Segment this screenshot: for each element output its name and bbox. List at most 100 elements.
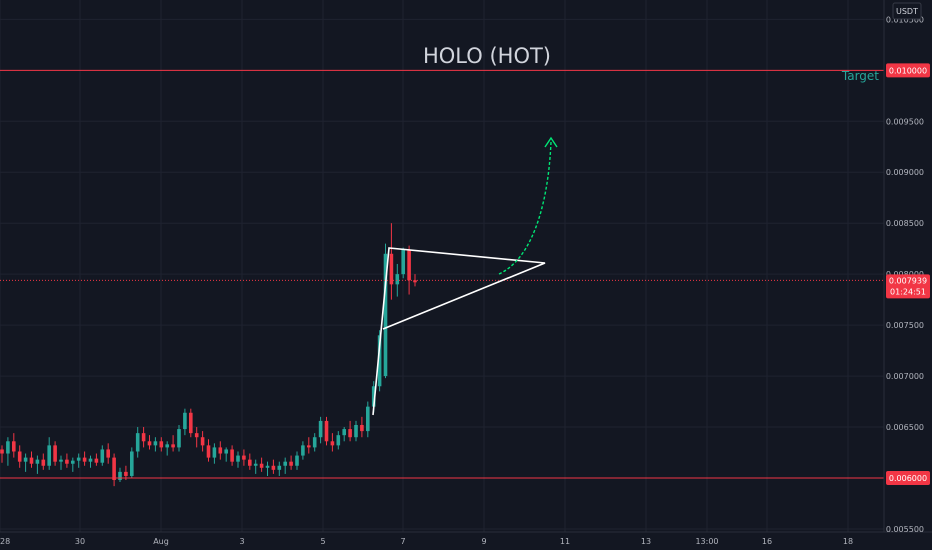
candle	[242, 449, 246, 466]
x-tick-label: 7	[400, 537, 405, 546]
x-tick-label: 16	[762, 537, 772, 546]
candle	[312, 433, 317, 452]
candle	[135, 427, 140, 458]
projection-arrow[interactable]	[498, 141, 552, 275]
candle-body	[177, 429, 181, 448]
currency-badge[interactable]	[892, 2, 922, 20]
candle-body	[395, 274, 400, 285]
candle-body	[277, 465, 282, 470]
candle	[17, 445, 22, 468]
y-tick-label: 0.006500	[886, 423, 924, 432]
candle-body	[218, 447, 223, 454]
candle	[307, 437, 311, 454]
level-badge-label: 0.006000	[889, 474, 927, 483]
y-tick-label: 0.008500	[886, 219, 924, 228]
candle	[141, 427, 146, 448]
candle	[230, 445, 234, 466]
candle	[94, 453, 99, 466]
countdown-label: 01:24:51	[890, 287, 926, 296]
candle	[342, 427, 346, 442]
candle-body	[23, 457, 28, 462]
candle-body	[17, 451, 22, 462]
candle-body	[153, 441, 158, 446]
candle-body	[259, 463, 264, 468]
candle-body	[383, 253, 388, 377]
y-tick-label: 0.005500	[886, 525, 924, 534]
candle-body	[35, 459, 40, 464]
candle-body	[342, 429, 346, 436]
candle-body	[41, 459, 46, 466]
candle-body	[336, 435, 341, 446]
candle	[401, 247, 405, 279]
candle-body	[377, 335, 382, 387]
candle	[112, 453, 116, 487]
arrow-head-icon	[544, 136, 558, 148]
time-axis[interactable]: 28 30 Aug 3 5 7 9 11 13 13:00 16 18	[0, 537, 853, 546]
candle	[153, 437, 158, 452]
candle	[259, 457, 264, 472]
candle	[183, 408, 187, 436]
y-tick-label: 0.009000	[886, 168, 924, 177]
candle	[301, 441, 305, 460]
candle	[76, 453, 81, 468]
candle	[218, 441, 223, 460]
candle	[194, 427, 199, 448]
candle-body	[88, 458, 93, 462]
chart-title: HOLO (HOT)	[423, 44, 551, 68]
candle	[147, 435, 152, 450]
y-tick-label: 0.009500	[886, 117, 924, 126]
candle-body	[200, 437, 205, 446]
candle-body	[12, 441, 16, 452]
price-badges: 0.010000 0.006000 0.007939 01:24:51	[886, 63, 930, 485]
candle	[212, 443, 217, 464]
candle	[248, 453, 252, 470]
candle-body	[59, 459, 63, 462]
candle	[106, 443, 110, 464]
candle	[200, 431, 205, 452]
candle	[189, 408, 193, 438]
candle	[295, 451, 299, 470]
candle	[100, 445, 105, 466]
candle-body	[312, 437, 317, 448]
candle-body	[354, 424, 358, 438]
candle-body	[53, 445, 57, 462]
y-tick-label: 0.010500	[886, 15, 924, 24]
candle	[324, 416, 329, 446]
candle-body	[307, 445, 311, 448]
candle-body	[141, 433, 146, 442]
candle-body	[389, 253, 394, 285]
candle-body	[6, 441, 10, 454]
candle-body	[318, 420, 323, 438]
candle-body	[371, 386, 376, 407]
candle-body	[348, 429, 352, 438]
candle-body	[194, 433, 199, 438]
candle	[336, 431, 341, 450]
candle	[253, 459, 258, 474]
candle	[206, 439, 211, 462]
candle-body	[82, 457, 87, 462]
candle-body	[112, 457, 116, 481]
candle	[283, 457, 287, 474]
candle-body	[118, 471, 122, 481]
candle	[6, 437, 10, 466]
candle	[366, 401, 370, 438]
flag-pattern-drawing[interactable]	[372, 247, 546, 416]
candle-body	[159, 441, 164, 448]
candle	[159, 437, 164, 452]
x-tick-label: 3	[239, 537, 244, 546]
candle	[236, 451, 240, 468]
x-tick-label: 30	[75, 537, 85, 546]
candle	[224, 447, 228, 462]
candle	[23, 453, 28, 472]
candle	[177, 424, 181, 452]
y-tick-label: 0.007500	[886, 321, 924, 330]
candle-body	[366, 406, 370, 432]
candle	[171, 435, 175, 452]
candle	[0, 445, 4, 463]
x-tick-label: 5	[320, 537, 325, 546]
candle	[41, 453, 46, 470]
candle-body	[29, 457, 34, 464]
candle-body	[283, 461, 287, 466]
